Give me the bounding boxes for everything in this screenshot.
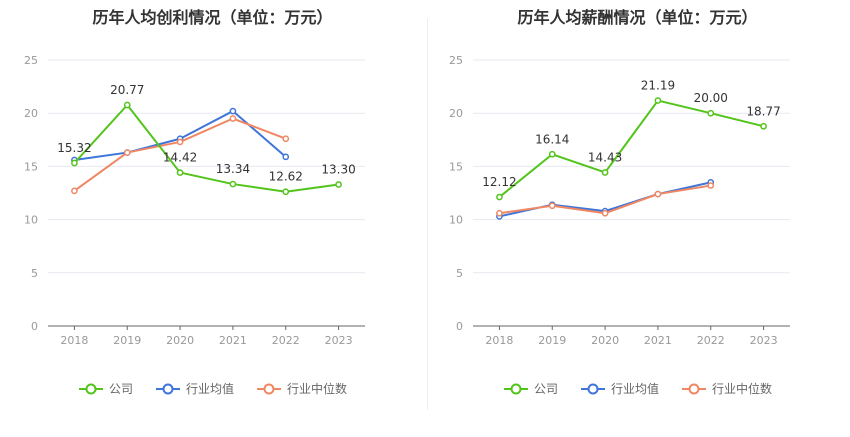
data-point [548, 150, 556, 158]
data-label: 12.12 [482, 175, 516, 189]
y-tick-label: 20 [449, 107, 463, 120]
data-point [229, 180, 237, 188]
x-tick-label: 2019 [538, 334, 566, 347]
legend-label: 公司 [533, 382, 558, 396]
data-point [123, 149, 131, 156]
data-point [282, 135, 290, 143]
chart-plot: 0 5 10 15 20 25 2018 2019 2020 2021 2022 2023 12.12 1… [449, 54, 790, 347]
chart-plot: 0 5 10 15 20 25 2018 2019 2020 2021 2022 2023 15.32 2… [24, 54, 365, 347]
legend-marker-icon [682, 383, 706, 394]
data-point [760, 122, 767, 130]
x-tick-label: 2022 [272, 334, 300, 347]
data-label: 16.14 [535, 132, 569, 146]
y-tick-label: 15 [449, 160, 463, 173]
legend-label: 行业中位数 [712, 382, 773, 396]
legend-marker-icon [580, 383, 605, 394]
chart-title: 历年人均薪酬情况（单位：万元） [517, 8, 758, 27]
legend-dot [85, 383, 97, 394]
legend-label: 行业中位数 [287, 382, 348, 396]
legend-item-industry-median[interactable]: 行业中位数 [681, 380, 772, 397]
data-point [654, 190, 662, 198]
x-tick-label: 2018 [485, 334, 513, 347]
data-point [496, 193, 503, 201]
data-point [654, 97, 662, 104]
data-label: 14.42 [163, 151, 197, 165]
data-point [601, 169, 609, 176]
legend-dot [162, 383, 174, 394]
y-tick-label: 25 [24, 54, 38, 67]
chart-panel-left: 历年人均创利情况（单位：万元） 0 5 10 15 20 25 2018 2019 2020 20… [0, 8, 425, 397]
y-tick-label: 0 [456, 320, 463, 333]
x-tick-label: 2020 [166, 334, 194, 347]
legend-dot [263, 383, 275, 394]
legend-item-industry-mean[interactable]: 行业均值 [580, 380, 659, 397]
y-tick-label: 10 [24, 214, 38, 227]
legend: 公司 行业均值 行业中位数 [0, 380, 425, 397]
x-tick-label: 2021 [644, 334, 672, 347]
data-point [548, 202, 556, 210]
y-tick-label: 5 [456, 267, 463, 280]
x-tick-label: 2021 [219, 334, 247, 347]
legend-marker-icon [257, 383, 281, 394]
legend-label: 行业均值 [185, 382, 234, 396]
data-point [707, 109, 715, 117]
panel-divider [427, 18, 428, 410]
data-point [71, 187, 78, 195]
x-tick-label: 2022 [697, 334, 725, 347]
legend-label: 公司 [108, 382, 133, 396]
legend: 公司 行业均值 行业中位数 [425, 380, 850, 397]
x-tick-label: 2023 [325, 334, 353, 347]
legend-item-industry-median[interactable]: 行业中位数 [256, 380, 347, 397]
data-label: 15.32 [57, 141, 91, 155]
legend-label: 行业均值 [610, 382, 659, 396]
legend-item-company[interactable]: 公司 [78, 380, 133, 397]
legend-item-industry-mean[interactable]: 行业均值 [155, 380, 234, 397]
chart-panel-right: 历年人均薪酬情况（单位：万元） 0 5 10 15 20 25 2018 2019 2020 20… [425, 0, 850, 437]
legend-marker-icon [78, 383, 103, 394]
legend-dot [510, 383, 522, 394]
data-point [123, 101, 131, 109]
x-tick-label: 2019 [113, 334, 141, 347]
legend-marker-icon [503, 383, 528, 394]
data-point [229, 107, 237, 115]
y-tick-label: 20 [24, 107, 38, 120]
data-point [176, 138, 184, 146]
legend-marker-icon [155, 383, 180, 394]
data-label: 20.00 [694, 91, 728, 105]
data-point [229, 115, 237, 122]
x-tick-label: 2018 [60, 334, 88, 347]
y-tick-label: 15 [24, 160, 38, 173]
x-tick-label: 2020 [591, 334, 619, 347]
y-tick-label: 10 [449, 214, 463, 227]
series-line [498, 99, 764, 198]
data-point [707, 182, 715, 189]
data-point [176, 169, 184, 176]
y-tick-label: 0 [31, 320, 38, 333]
data-point [282, 153, 290, 161]
data-point [335, 181, 342, 188]
data-point [601, 209, 609, 217]
legend-item-company[interactable]: 公司 [503, 380, 558, 397]
legend-dot [587, 383, 599, 394]
y-tick-label: 25 [449, 54, 463, 67]
data-point [282, 188, 290, 196]
series-line [73, 104, 339, 193]
data-label: 21.19 [641, 79, 675, 93]
legend-dot [688, 383, 700, 394]
data-label: 13.30 [321, 162, 355, 176]
x-tick-label: 2023 [750, 334, 778, 347]
data-label: 20.77 [110, 83, 144, 97]
data-point [71, 159, 78, 167]
y-tick-label: 5 [31, 267, 38, 280]
data-label: 14.43 [588, 150, 622, 164]
chart-title: 历年人均创利情况（单位：万元） [92, 8, 333, 27]
data-label: 18.77 [746, 104, 780, 118]
data-label: 13.34 [216, 162, 250, 176]
data-label: 12.62 [269, 170, 303, 184]
data-point [496, 209, 503, 217]
